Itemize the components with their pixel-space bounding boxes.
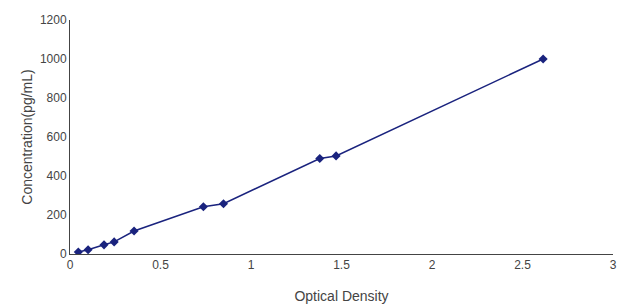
svg-text:2.5: 2.5 — [514, 258, 531, 272]
svg-text:1: 1 — [248, 258, 255, 272]
svg-text:1200: 1200 — [40, 13, 67, 27]
svg-text:3: 3 — [610, 258, 617, 272]
svg-text:1000: 1000 — [40, 52, 67, 66]
svg-text:1.5: 1.5 — [333, 258, 350, 272]
svg-text:Concentration(pg/mL): Concentration(pg/mL) — [19, 69, 35, 204]
svg-text:Optical Density: Optical Density — [294, 288, 388, 304]
svg-text:800: 800 — [47, 91, 67, 105]
svg-text:2: 2 — [429, 258, 436, 272]
svg-text:400: 400 — [47, 169, 67, 183]
svg-text:200: 200 — [47, 208, 67, 222]
svg-text:0.5: 0.5 — [152, 258, 169, 272]
svg-text:0: 0 — [60, 247, 67, 261]
svg-text:0: 0 — [67, 258, 74, 272]
svg-text:600: 600 — [47, 130, 67, 144]
